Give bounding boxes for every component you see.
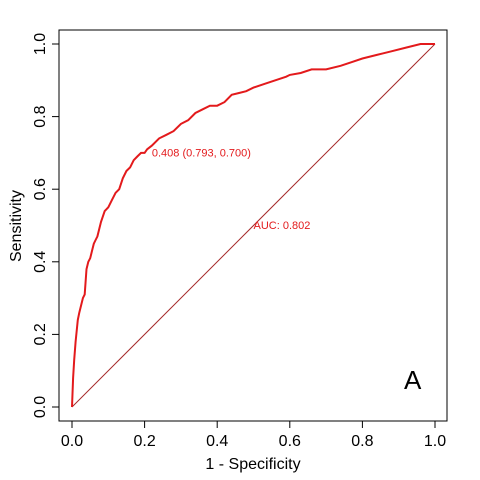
y-tick-label: 0.8 — [32, 105, 49, 127]
y-tick-label: 0.6 — [32, 178, 49, 200]
reference-diagonal — [71, 43, 436, 408]
auc-annotation: AUC: 0.802 — [254, 220, 311, 232]
plot-frame — [58, 29, 448, 422]
y-axis-title: Sensitivity — [8, 190, 25, 262]
x-axis-title: 1 - Specificity — [205, 456, 300, 473]
y-axis: 0.0 0.2 0.4 0.6 0.8 1.0 — [32, 33, 59, 418]
y-tick-label: 0.2 — [32, 323, 49, 345]
roc-curve — [71, 43, 435, 408]
y-tick-label: 0.0 — [32, 396, 49, 418]
cutoff-annotation: 0.408 (0.793, 0.700) — [152, 148, 251, 160]
x-tick-label: 0.4 — [206, 433, 228, 450]
x-tick-label: 0.2 — [133, 433, 155, 450]
y-tick-label: 1.0 — [32, 33, 49, 55]
x-axis: 0.0 0.2 0.4 0.6 0.8 1.0 — [61, 421, 446, 450]
x-tick-label: 0.0 — [61, 433, 83, 450]
x-tick-label: 0.6 — [279, 433, 301, 450]
y-tick-label: 0.4 — [32, 251, 49, 273]
x-tick-label: 1.0 — [424, 433, 446, 450]
panel-label: A — [404, 365, 422, 395]
x-tick-label: 0.8 — [351, 433, 373, 450]
